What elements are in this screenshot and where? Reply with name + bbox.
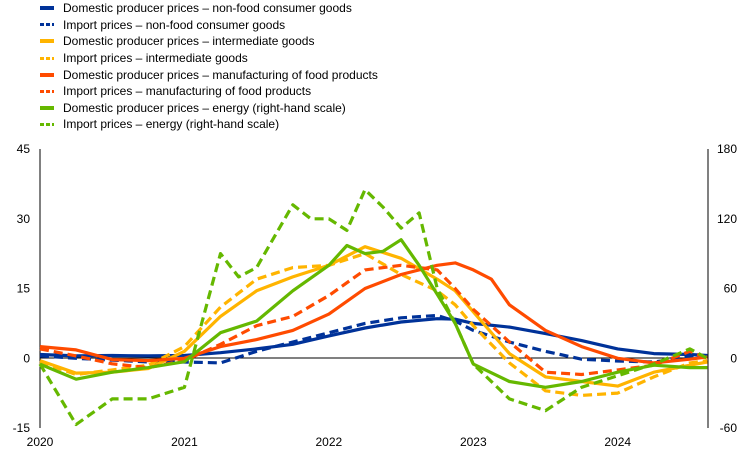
right-y-tick-label: 120 (717, 212, 737, 226)
left-y-tick-label: 0 (23, 351, 30, 365)
right-y-tick-label: -60 (720, 421, 738, 435)
series-line-6 (39, 238, 708, 389)
left-y-tick-label: -15 (13, 421, 31, 435)
legend-swatch (40, 105, 54, 110)
right-y-tick-labels: 180 120 60 0 -60 (717, 142, 737, 435)
legend-swatch (40, 6, 54, 11)
chart-legend: Domestic producer prices – non-food cons… (40, 0, 378, 133)
legend-item: Domestic producer prices – non-food cons… (40, 0, 378, 17)
x-tick-label: 2022 (316, 435, 343, 449)
x-tick-label: 2020 (27, 435, 54, 449)
legend-swatch (40, 89, 54, 93)
legend-swatch (40, 122, 54, 126)
left-y-tick-label: 15 (17, 282, 31, 296)
x-tick-labels: 2020 2021 2022 2023 2024 (27, 435, 632, 449)
left-y-tick-label: 30 (17, 212, 31, 226)
legend-item: Domestic producer prices – manufacturing… (40, 66, 378, 83)
series-line-3 (39, 252, 708, 397)
right-y-tick-label: 60 (724, 282, 738, 296)
legend-swatch (40, 72, 54, 77)
legend-item: Import prices – intermediate goods (40, 50, 378, 67)
legend-item: Import prices – energy (right-hand scale… (40, 116, 378, 133)
legend-swatch (40, 56, 54, 60)
legend-swatch (40, 39, 54, 44)
series-line-0 (39, 317, 708, 358)
right-y-tick-label: 0 (730, 351, 737, 365)
legend-label: Import prices – energy (right-hand scale… (63, 117, 280, 132)
series-lines (38, 188, 709, 427)
legend-item: Import prices – manufacturing of food pr… (40, 83, 378, 100)
series-line-4 (39, 261, 708, 365)
series-line-2 (39, 245, 708, 388)
legend-label: Import prices – intermediate goods (63, 51, 248, 66)
right-y-tick-label: 180 (717, 142, 737, 156)
legend-swatch (40, 23, 54, 27)
legend-label: Import prices – non-food consumer goods (63, 17, 286, 32)
series-line-7 (38, 188, 709, 427)
left-y-tick-labels: 45 30 15 0 -15 (13, 142, 31, 435)
legend-label: Domestic producer prices – non-food cons… (63, 1, 352, 16)
x-tick-label: 2021 (171, 435, 198, 449)
legend-item: Domestic producer prices – energy (right… (40, 100, 378, 117)
legend-item: Domestic producer prices – intermediate … (40, 33, 378, 50)
x-tick-label: 2023 (460, 435, 487, 449)
legend-label: Domestic producer prices – energy (right… (63, 100, 346, 115)
plot-frame (39, 149, 709, 428)
legend-item: Import prices – non-food consumer goods (40, 17, 378, 34)
series-line-5 (39, 263, 708, 377)
legend-label: Domestic producer prices – intermediate … (63, 34, 315, 49)
legend-label: Import prices – manufacturing of food pr… (63, 84, 312, 99)
legend-label: Domestic producer prices – manufacturing… (63, 67, 378, 82)
left-y-tick-label: 45 (17, 142, 31, 156)
x-tick-label: 2024 (604, 435, 631, 449)
